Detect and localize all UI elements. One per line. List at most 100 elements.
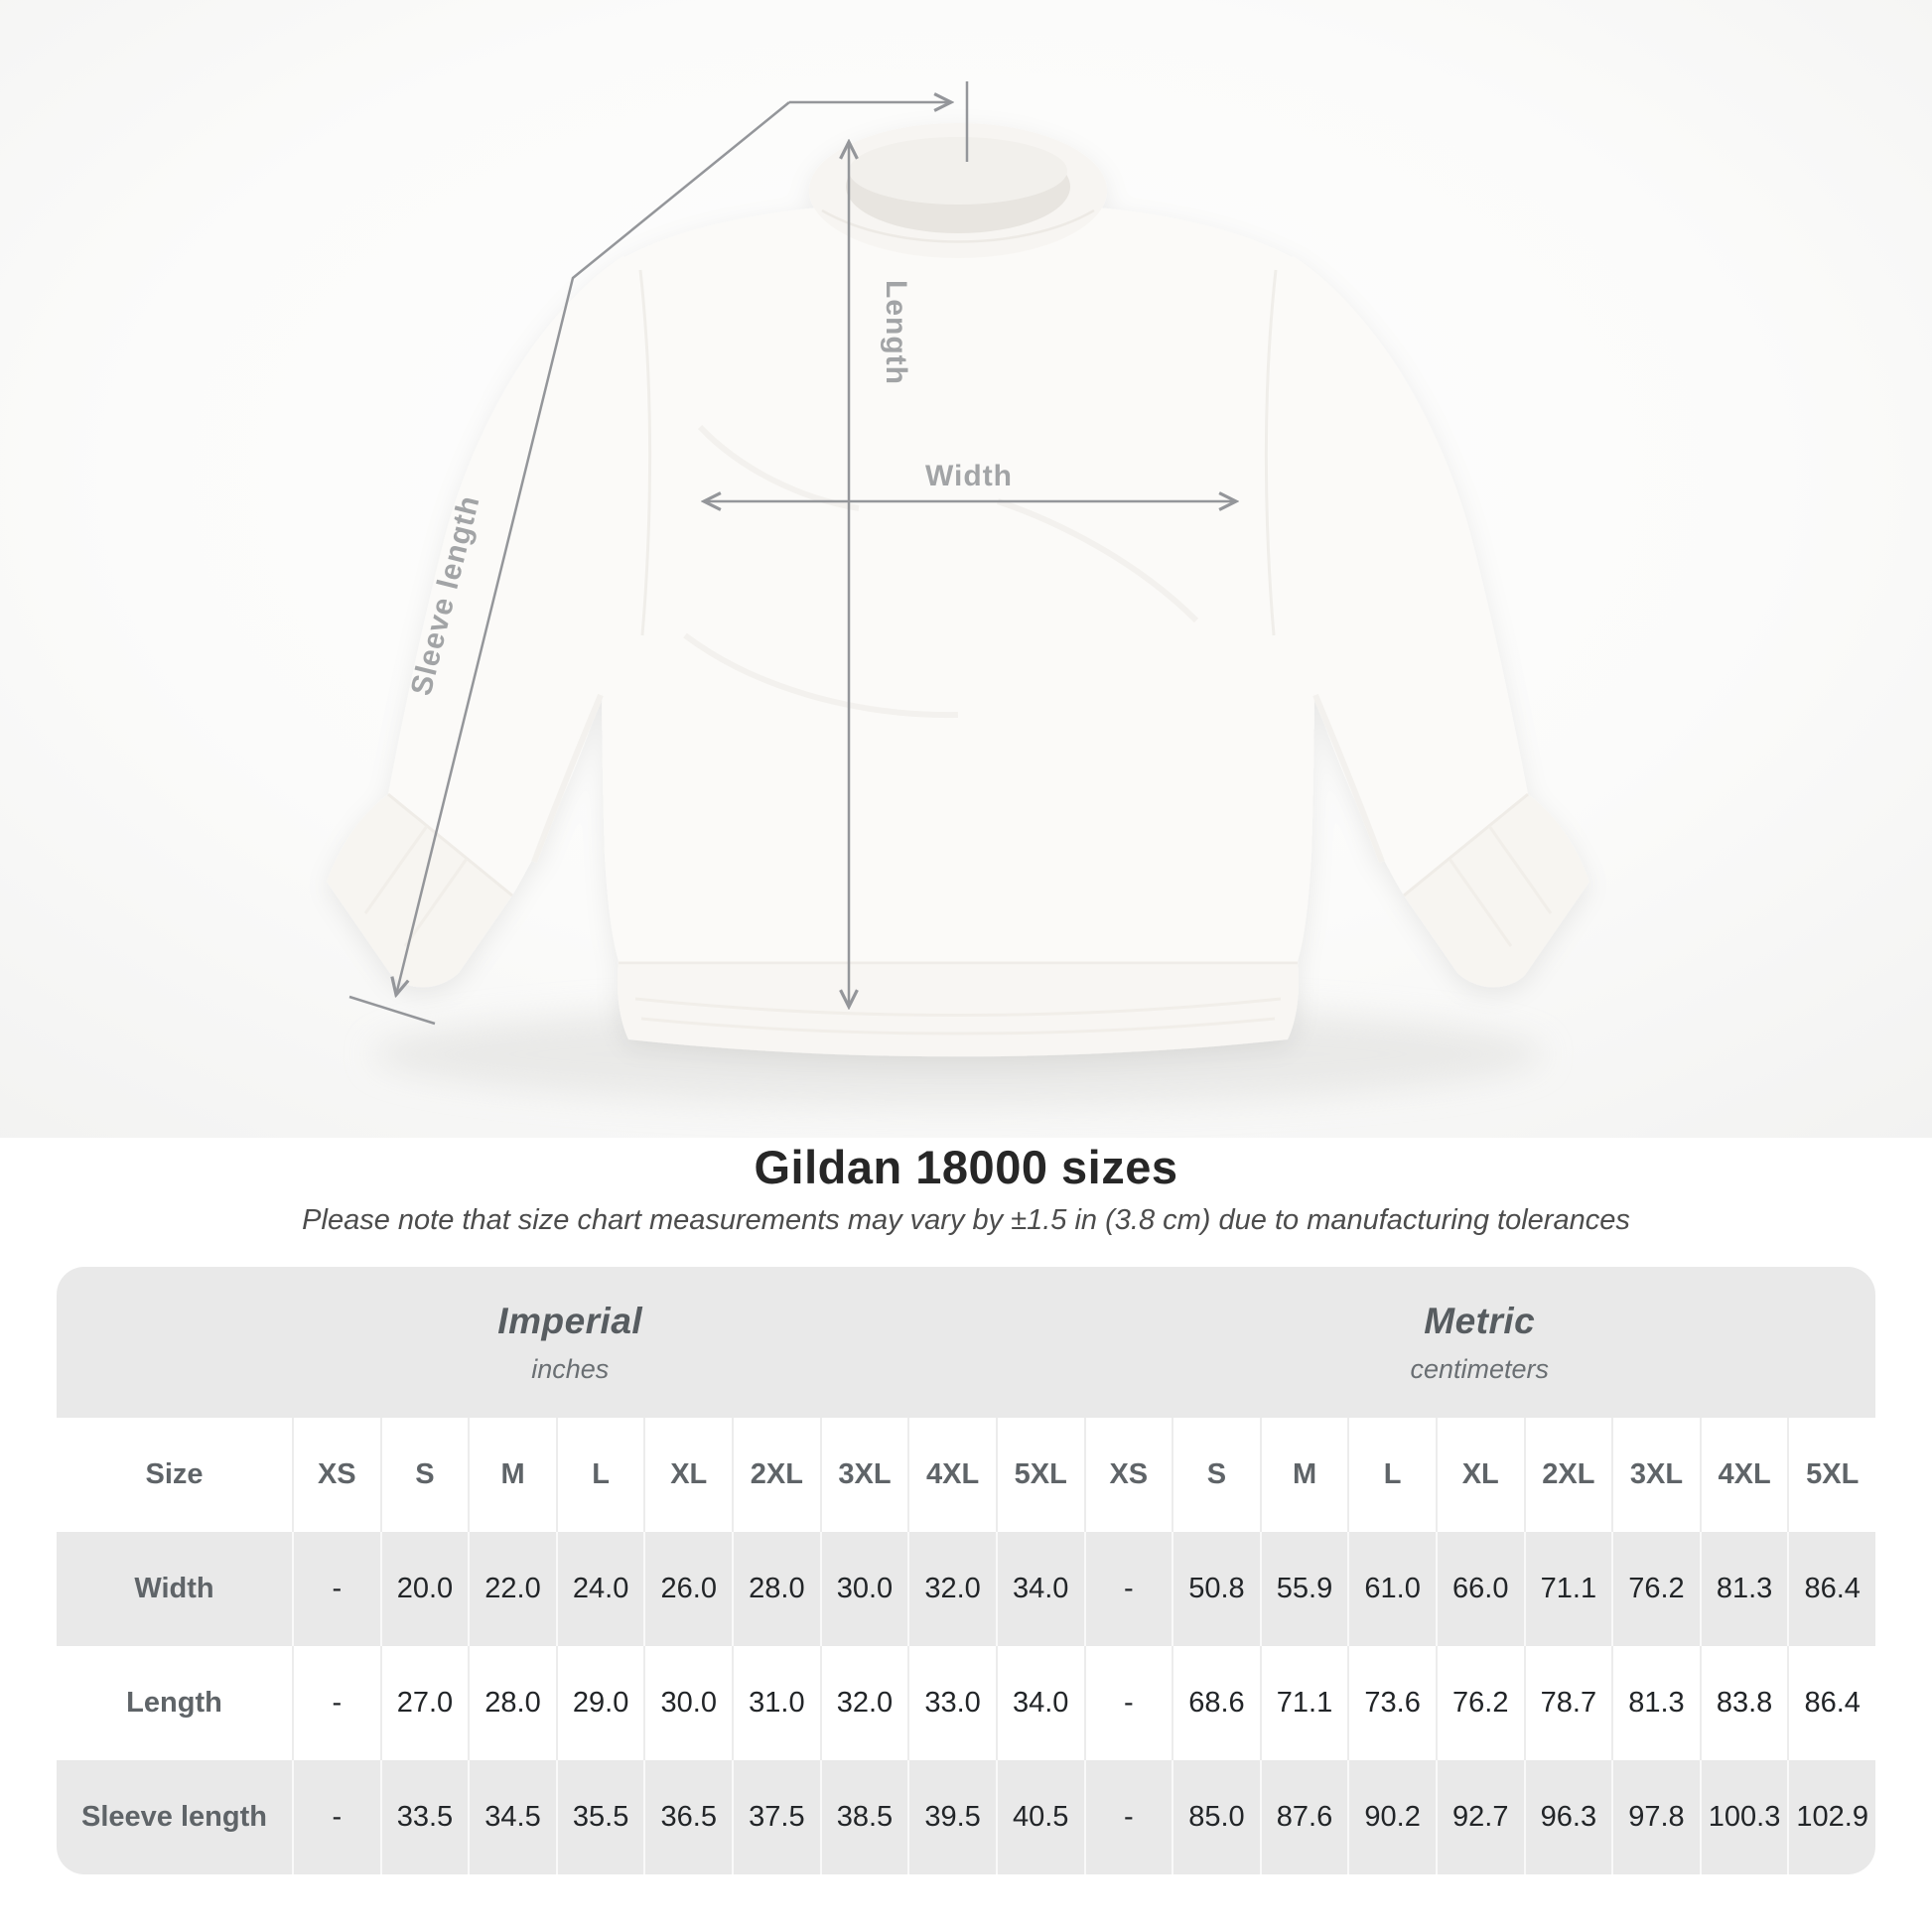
- imperial-value-cell: -: [292, 1532, 380, 1646]
- metric-value-cell: 86.4: [1787, 1646, 1875, 1760]
- imperial-value-cell: 35.5: [555, 1760, 644, 1874]
- imperial-value-cell: 34.0: [995, 1646, 1084, 1760]
- imperial-size-header: 2XL: [732, 1418, 820, 1532]
- imperial-value-cell: 28.0: [732, 1532, 820, 1646]
- metric-value-cell: 102.9: [1787, 1760, 1875, 1874]
- imperial-value-cell: 28.0: [468, 1646, 556, 1760]
- metric-value-cell: 68.6: [1172, 1646, 1260, 1760]
- metric-value-cell: 85.0: [1172, 1760, 1260, 1874]
- imperial-value-cell: 30.0: [643, 1646, 733, 1760]
- imperial-value-cell: 38.5: [819, 1760, 908, 1874]
- imperial-value-cell: -: [292, 1760, 380, 1874]
- metric-value-cell: -: [1083, 1760, 1173, 1874]
- sweatshirt-body: [602, 202, 1314, 961]
- imperial-header-group: Imperial inches: [57, 1267, 1084, 1418]
- metric-size-header: M: [1259, 1418, 1348, 1532]
- imperial-size-header: 4XL: [907, 1418, 996, 1532]
- metric-value-cell: 71.1: [1523, 1532, 1612, 1646]
- metric-size-header: 3XL: [1611, 1418, 1700, 1532]
- imperial-value-cell: 24.0: [555, 1532, 644, 1646]
- sweatshirt-measurement-diagram: Length Width Sleeve length: [0, 0, 1932, 1138]
- imperial-size-header: S: [379, 1418, 469, 1532]
- imperial-value-cell: 33.0: [907, 1646, 996, 1760]
- size-table: Imperial inches Metric centimeters Size X…: [57, 1267, 1875, 1874]
- length-label: Length: [880, 280, 912, 385]
- metric-header-group: Metric centimeters: [1083, 1267, 1875, 1418]
- imperial-value-cell: 27.0: [379, 1646, 469, 1760]
- imperial-size-header: L: [555, 1418, 644, 1532]
- imperial-value-cell: 20.0: [379, 1532, 469, 1646]
- left-cuff: [327, 794, 512, 988]
- sleeve-end-tick-bottom: [348, 995, 436, 1026]
- imperial-value-cell: 39.5: [907, 1760, 996, 1874]
- metric-value-cell: 96.3: [1523, 1760, 1612, 1874]
- metric-size-header: S: [1172, 1418, 1260, 1532]
- imperial-size-header: XL: [643, 1418, 733, 1532]
- imperial-value-cell: 40.5: [995, 1760, 1084, 1874]
- metric-size-header: L: [1347, 1418, 1436, 1532]
- imperial-value-cell: 31.0: [732, 1646, 820, 1760]
- page-title: Gildan 18000 sizes: [754, 1141, 1178, 1193]
- imperial-value-cell: 22.0: [468, 1532, 556, 1646]
- metric-value-cell: -: [1083, 1532, 1173, 1646]
- metric-value-cell: 90.2: [1347, 1760, 1436, 1874]
- measurement-lines: [348, 81, 1236, 1026]
- metric-value-cell: 61.0: [1347, 1532, 1436, 1646]
- imperial-value-cell: 30.0: [819, 1532, 908, 1646]
- page-subtitle: Please note that size chart measurements…: [302, 1204, 1630, 1236]
- metric-value-cell: -: [1083, 1646, 1173, 1760]
- metric-value-cell: 92.7: [1435, 1760, 1524, 1874]
- sleeve-length-line: [348, 81, 969, 1026]
- metric-size-header: 5XL: [1787, 1418, 1875, 1532]
- imperial-value-cell: 32.0: [819, 1646, 908, 1760]
- metric-value-cell: 76.2: [1611, 1532, 1700, 1646]
- size-corner-label: Size: [57, 1418, 292, 1532]
- row-label: Sleeve length: [57, 1760, 292, 1874]
- imperial-value-cell: 34.0: [995, 1532, 1084, 1646]
- sweatshirt-illustration: [327, 123, 1589, 1057]
- seam-lines: [363, 269, 1553, 1035]
- imperial-size-header: 3XL: [819, 1418, 908, 1532]
- sweatshirt-diagram-svg: Length Width Sleeve length: [0, 0, 1932, 1138]
- right-cuff: [1404, 794, 1589, 988]
- imperial-value-cell: -: [292, 1646, 380, 1760]
- metric-value-cell: 55.9: [1259, 1532, 1348, 1646]
- metric-size-header: XS: [1083, 1418, 1173, 1532]
- metric-title: Metric: [1424, 1300, 1536, 1341]
- metric-value-cell: 100.3: [1699, 1760, 1788, 1874]
- metric-value-cell: 78.7: [1523, 1646, 1612, 1760]
- imperial-value-cell: 32.0: [907, 1532, 996, 1646]
- imperial-value-cell: 34.5: [468, 1760, 556, 1874]
- metric-value-cell: 97.8: [1611, 1760, 1700, 1874]
- sweatshirt-hem: [618, 961, 1299, 1057]
- metric-value-cell: 71.1: [1259, 1646, 1348, 1760]
- metric-value-cell: 76.2: [1435, 1646, 1524, 1760]
- metric-size-header: XL: [1435, 1418, 1524, 1532]
- collar: [809, 123, 1107, 258]
- metric-sublabel: centimeters: [1410, 1353, 1550, 1384]
- width-label: Width: [925, 460, 1013, 492]
- row-label: Length: [57, 1646, 292, 1760]
- imperial-value-cell: 36.5: [643, 1760, 733, 1874]
- metric-value-cell: 73.6: [1347, 1646, 1436, 1760]
- metric-value-cell: 86.4: [1787, 1532, 1875, 1646]
- imperial-size-header: 5XL: [995, 1418, 1084, 1532]
- row-label: Width: [57, 1532, 292, 1646]
- metric-size-header: 4XL: [1699, 1418, 1788, 1532]
- imperial-value-cell: 37.5: [732, 1760, 820, 1874]
- metric-value-cell: 83.8: [1699, 1646, 1788, 1760]
- imperial-value-cell: 29.0: [555, 1646, 644, 1760]
- right-sleeve: [1282, 256, 1528, 896]
- metric-value-cell: 66.0: [1435, 1532, 1524, 1646]
- metric-value-cell: 81.3: [1611, 1646, 1700, 1760]
- imperial-sublabel: inches: [531, 1353, 610, 1384]
- metric-size-header: 2XL: [1523, 1418, 1612, 1532]
- imperial-size-header: M: [468, 1418, 556, 1532]
- left-sleeve: [388, 256, 634, 896]
- imperial-value-cell: 33.5: [379, 1760, 469, 1874]
- metric-value-cell: 50.8: [1172, 1532, 1260, 1646]
- metric-value-cell: 81.3: [1699, 1532, 1788, 1646]
- imperial-value-cell: 26.0: [643, 1532, 733, 1646]
- imperial-size-header: XS: [292, 1418, 380, 1532]
- metric-value-cell: 87.6: [1259, 1760, 1348, 1874]
